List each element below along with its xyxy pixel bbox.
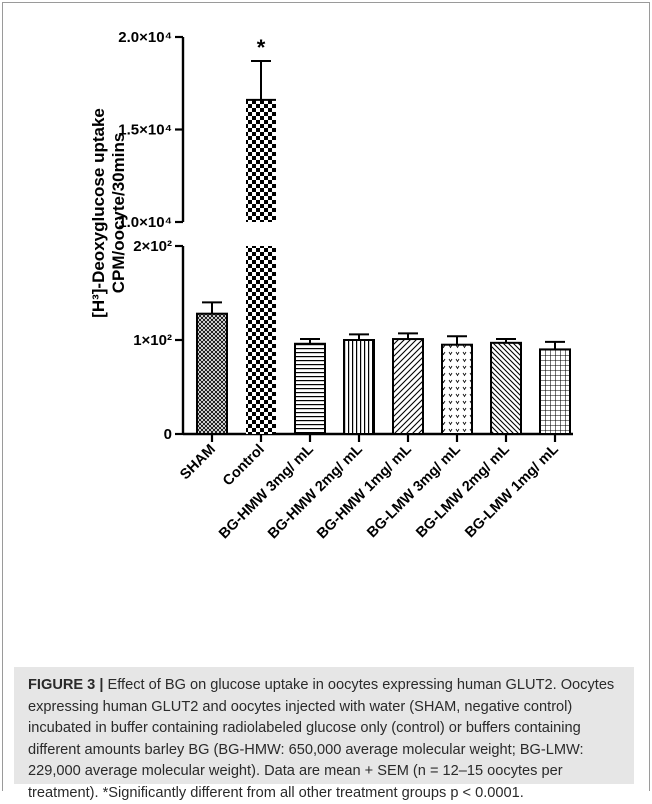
y-axis: 0 1×10² 2×10² 1.0×10⁴ 1.5×10⁴ 2.0×10⁴ bbox=[118, 29, 185, 443]
y-tick-label: 0 bbox=[164, 426, 172, 443]
bars bbox=[196, 98, 571, 436]
y-tick-label: 1×10² bbox=[133, 332, 172, 349]
bar-upper-segment bbox=[246, 99, 276, 222]
y-tick-label: 1.0×10⁴ bbox=[118, 214, 172, 231]
figure-caption-text: Effect of BG on glucose uptake in oocyte… bbox=[28, 677, 615, 801]
bar bbox=[539, 348, 571, 435]
y-tick-label: 1.5×10⁴ bbox=[118, 122, 172, 139]
figure-label: FIGURE 3 | bbox=[28, 677, 104, 693]
bar-chart: [H³]-Deoxyglucose uptake CPM/oocyte/30mi… bbox=[89, 29, 573, 542]
y-axis-label: [H³]-Deoxyglucose uptake CPM/oocyte/30mi… bbox=[89, 108, 128, 318]
bar bbox=[343, 339, 375, 435]
x-tick-label: BG-LMW 2mg/ mL bbox=[413, 441, 513, 541]
y-axis-label-line1: [H³]-Deoxyglucose uptake bbox=[89, 108, 108, 318]
y-axis-label-line2: CPM/oocyte/30mins bbox=[109, 133, 128, 294]
y-tick-label: 2×10² bbox=[133, 238, 172, 255]
bar bbox=[196, 312, 228, 435]
figure-caption-box: FIGURE 3 | Effect of BG on glucose uptak… bbox=[14, 667, 634, 801]
x-axis bbox=[183, 432, 573, 442]
x-tick-label: Control bbox=[220, 442, 268, 490]
bar bbox=[490, 341, 522, 436]
bar bbox=[392, 338, 424, 435]
bar-lower-segment bbox=[246, 246, 276, 434]
figure-caption: FIGURE 3 | Effect of BG on glucose uptak… bbox=[28, 675, 626, 804]
bar bbox=[441, 343, 473, 436]
error-bars bbox=[202, 60, 565, 350]
significance-marker: * bbox=[257, 35, 266, 60]
x-tick-label: BG-HMW 3mg/ mL bbox=[216, 441, 317, 542]
x-tick-label: BG-HMW 1mg/ mL bbox=[314, 441, 415, 542]
x-tick-label: BG-LMW 1mg/ mL bbox=[462, 441, 562, 541]
x-tick-label: BG-LMW 3mg/ mL bbox=[364, 441, 464, 541]
y-tick-label: 2.0×10⁴ bbox=[118, 29, 172, 46]
bar bbox=[294, 342, 326, 436]
x-tick-label: SHAM bbox=[177, 442, 219, 484]
figure-frame bbox=[2, 2, 650, 791]
x-tick-label: BG-HMW 2mg/ mL bbox=[265, 441, 366, 542]
